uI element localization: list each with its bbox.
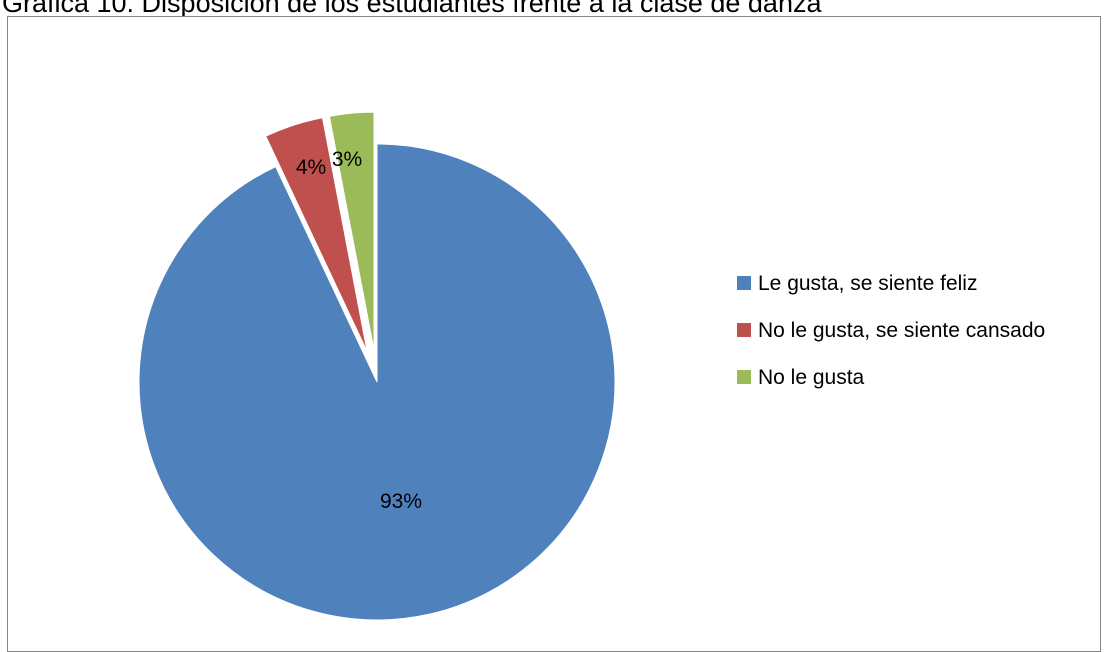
chart-caption: Gráfica 10. Disposición de los estudiant… [2, 0, 822, 18]
legend-swatch-1 [737, 276, 751, 290]
pie-slices [138, 111, 616, 621]
pie-slice-3 [328, 111, 375, 351]
legend-swatch-3 [737, 370, 751, 384]
legend-label-1: Le gusta, se siente feliz [758, 272, 977, 295]
pie-data-labels: 93% 4% 3% [296, 148, 422, 513]
data-label-2: 4% [296, 156, 326, 179]
pie-slice-2 [265, 117, 368, 352]
legend: Le gusta, se siente feliz No le gusta, se… [737, 272, 1045, 389]
pie-slice-1 [138, 143, 616, 621]
legend-swatch-2 [737, 323, 751, 337]
legend-label-3: No le gusta [758, 366, 865, 389]
data-label-3: 3% [332, 148, 362, 171]
legend-label-2: No le gusta, se siente cansado [758, 319, 1045, 342]
data-label-1: 93% [380, 490, 422, 513]
